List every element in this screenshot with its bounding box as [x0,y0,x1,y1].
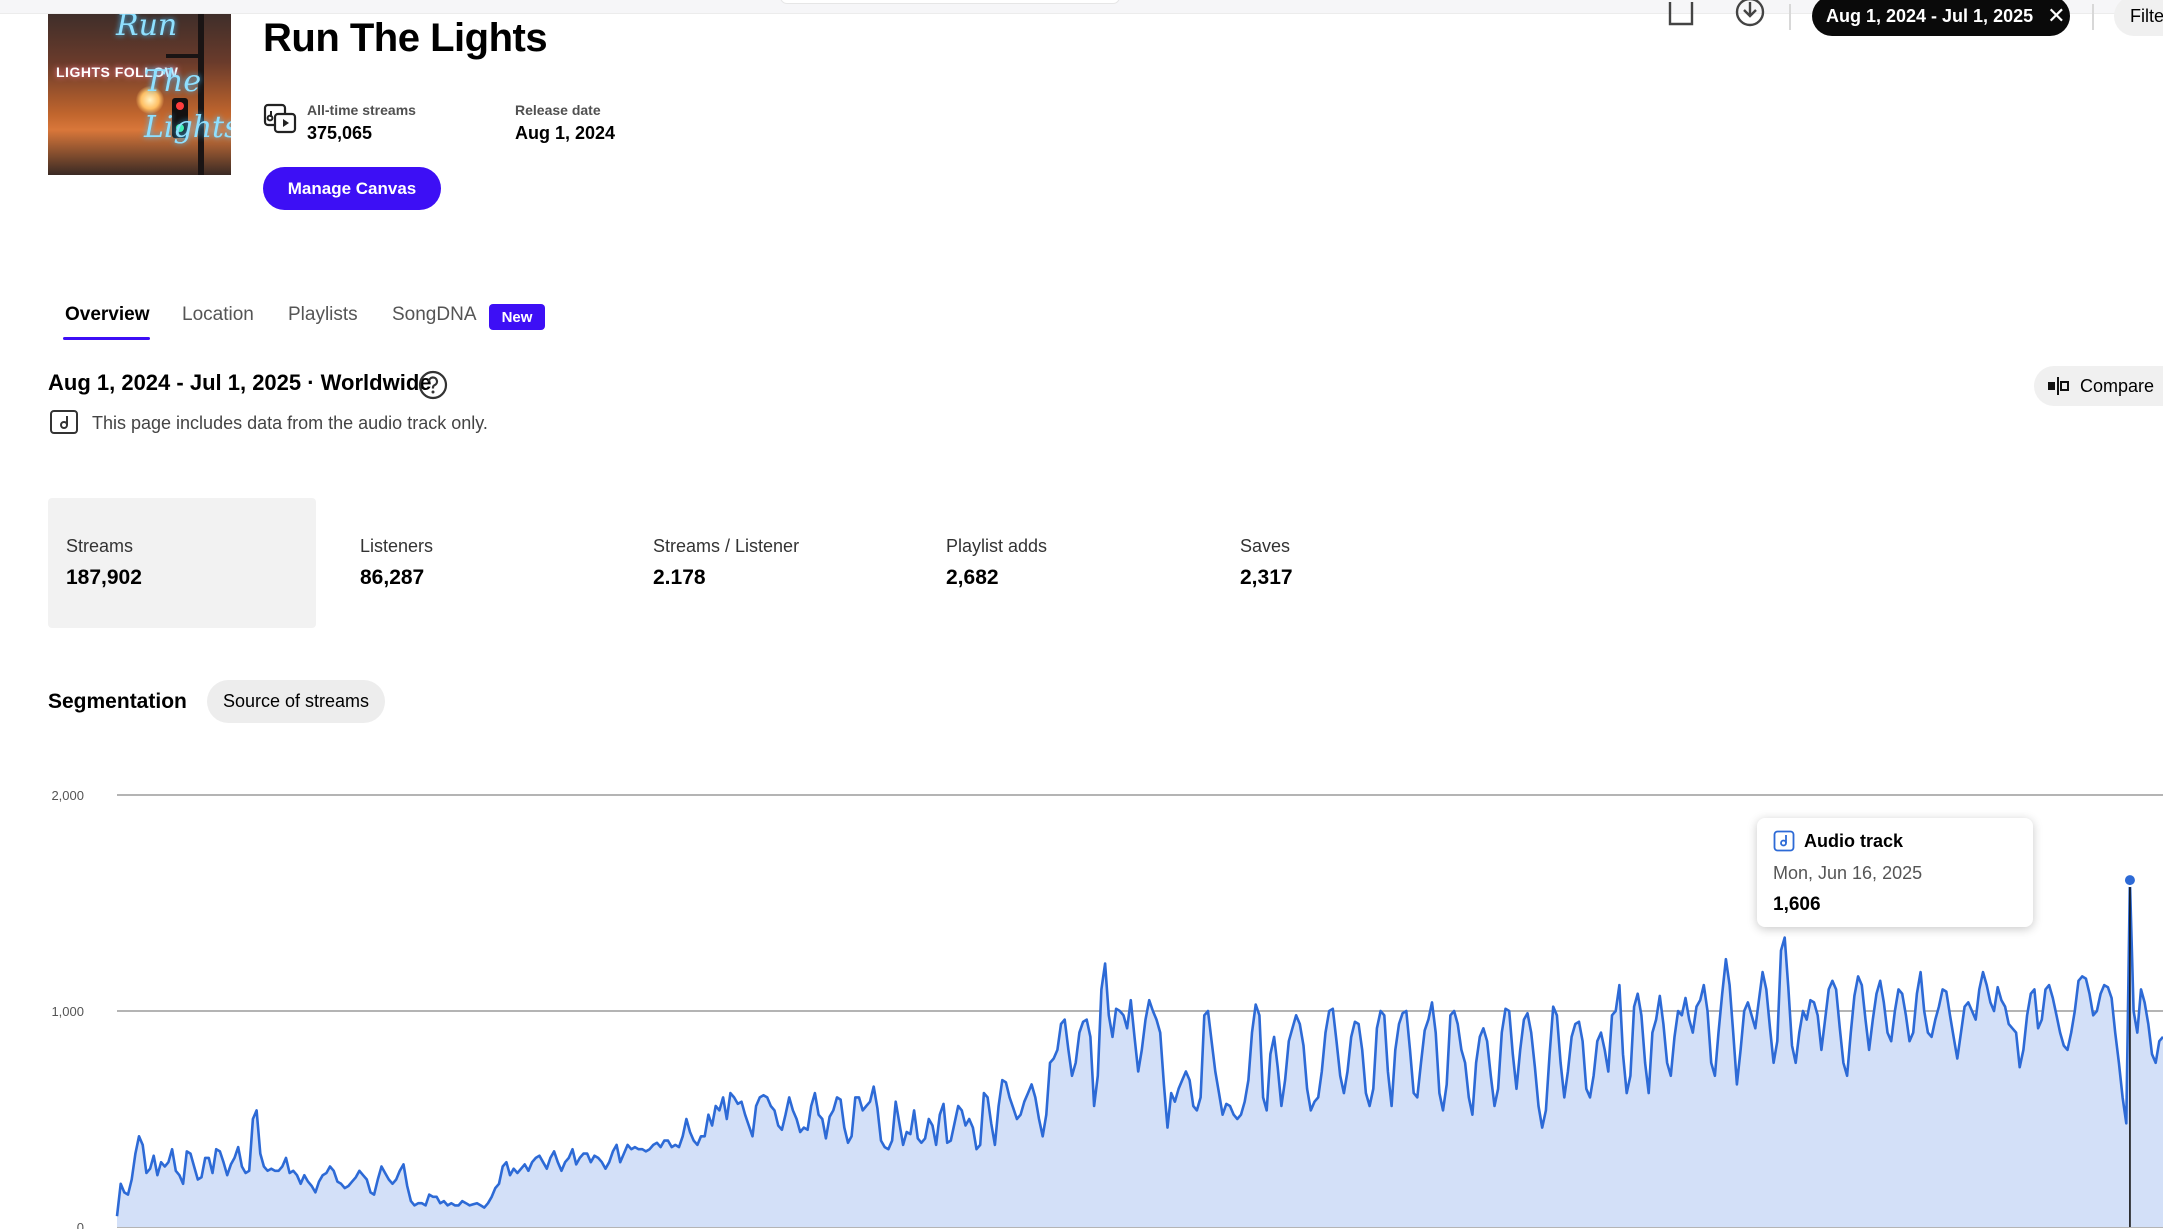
cover-script-the: The [144,64,202,99]
cover-script-lights: Lights [144,110,231,145]
traffic-light-arm [166,54,200,58]
metric-listeners-label[interactable]: Listeners [360,536,434,556]
album-cover: LIGHTS FOLLOW Run The Lights [48,14,231,175]
toolbar-divider [2092,4,2094,30]
source-of-streams-chip[interactable]: Source of streams [207,680,385,723]
series-area [117,880,2163,1227]
cover-text: LIGHTS FOLLOW [56,64,179,80]
tab-playlists[interactable]: Playlists [288,304,358,325]
release-date-value: Aug 1, 2024 [515,123,616,143]
filter-button[interactable]: Filte [2114,0,2163,36]
toolbar-divider [1789,4,1791,30]
traffic-light-red [176,102,184,110]
all-time-streams-label: All-time streams [307,102,416,118]
download-icon[interactable] [1733,0,1767,30]
tooltip-date: Mon, Jun 16, 2025 [1773,863,1923,883]
tab-location[interactable]: Location [182,304,254,325]
new-badge: New [489,304,545,330]
search-bar[interactable] [780,0,1120,4]
range-title: Aug 1, 2024 - Jul 1, 2025 · Worldwide [48,370,432,395]
metric-playlist-adds-label[interactable]: Playlist adds [946,536,1048,556]
y-tick-label: 0 [77,1220,84,1229]
metric-saves-label[interactable]: Saves [1240,536,1291,556]
audio-only-note: This page includes data from the audio t… [92,413,488,433]
traffic-light-green [176,124,184,132]
metric-card-selected[interactable] [48,498,316,628]
active-tab-indicator [63,337,150,340]
tab-songdna[interactable]: SongDNA [392,304,477,325]
metric-playlist-adds-value: 2,682 [946,566,999,589]
tooltip-series: Audio track [1804,831,1904,851]
traffic-light-pole [198,14,204,175]
help-icon[interactable] [418,370,448,400]
tooltip-value: 1,606 [1773,894,1821,915]
streams-chart[interactable]: 2,000 1,000 0 [0,770,2163,1229]
metric-streams-per-listener-value: 2.178 [653,566,706,589]
compare-label: Compare [2080,375,2155,396]
chart-tooltip: Audio track Mon, Jun 16, 2025 1,606 [1757,818,2033,927]
metric-streams-value: 187,902 [66,566,142,589]
date-range-chip-label: Aug 1, 2024 - Jul 1, 2025 [1826,5,2034,26]
segmentation-title: Segmentation [48,690,187,713]
date-range-chip[interactable]: Aug 1, 2024 - Jul 1, 2025 ✕ [1812,0,2070,36]
metric-saves-value: 2,317 [1240,566,1293,589]
tab-overview[interactable]: Overview [65,304,150,325]
series-line [115,878,2163,1217]
share-icon[interactable] [1664,0,1698,30]
y-tick-label: 1,000 [51,1004,84,1019]
all-time-streams-value: 375,065 [307,123,373,143]
streams-icon [263,103,297,134]
sun-graphic [136,86,164,114]
top-strip [0,0,2163,14]
chart-hover-layer [2122,873,2137,1227]
metric-listeners-value: 86,287 [360,566,425,589]
close-icon[interactable]: ✕ [2047,3,2066,28]
page-title: Run The Lights [263,16,548,60]
audio-track-icon [50,410,78,434]
audio-track-icon [1773,830,1795,852]
hover-point [2122,873,2137,888]
metric-streams-label[interactable]: Streams [66,536,134,556]
compare-icon [2048,377,2069,395]
manage-canvas-button[interactable]: Manage Canvas [263,167,441,210]
cover-script-run: Run [116,14,178,43]
y-tick-label: 2,000 [51,788,84,803]
metric-streams-per-listener-label[interactable]: Streams / Listener [653,536,800,556]
release-date-label: Release date [515,102,601,118]
chart-area-layer [115,878,2163,1227]
compare-button[interactable]: Compare [2034,366,2163,406]
